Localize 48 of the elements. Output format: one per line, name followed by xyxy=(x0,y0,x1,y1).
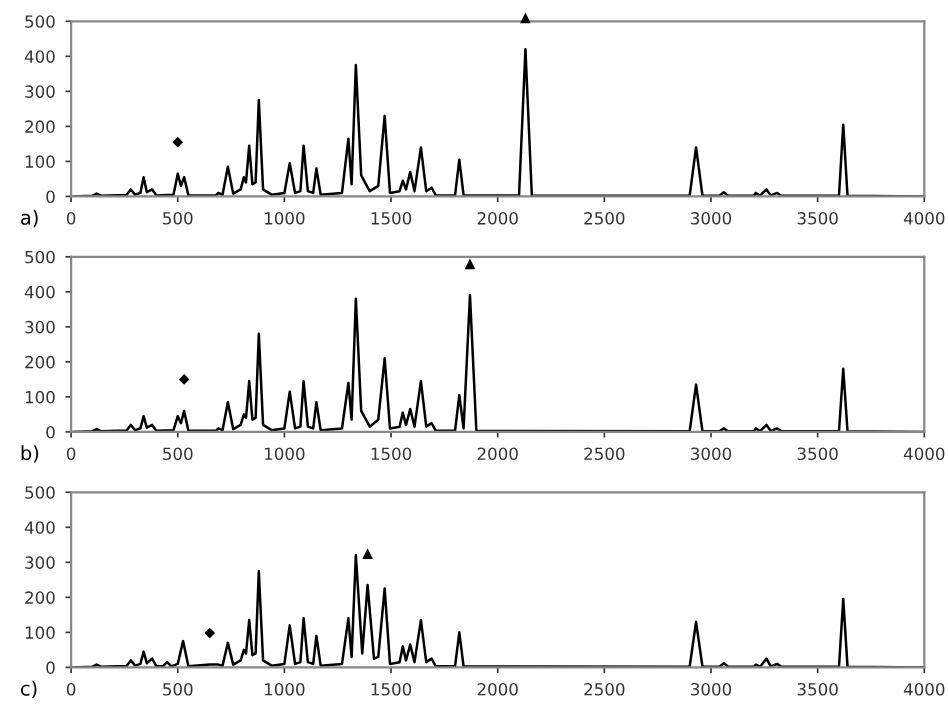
y-tick-label: 300 xyxy=(25,556,55,569)
x-tick-label: 2500 xyxy=(584,682,625,696)
x-tick-label: 1000 xyxy=(265,682,305,696)
x-tick-label: 4000 xyxy=(903,447,945,461)
x-tick-label: 3500 xyxy=(797,212,838,225)
x-tick-label: 2000 xyxy=(477,447,518,461)
x-tick-label: 3000 xyxy=(691,447,732,461)
x-tick-label: 4000 xyxy=(903,682,945,696)
x-tick-label: 1500 xyxy=(371,682,412,696)
y-tick-label: 500 xyxy=(25,250,55,264)
y-tick-label: 500 xyxy=(25,15,55,28)
y-tick-label: 0 xyxy=(46,190,55,203)
x-tick-label: 0 xyxy=(66,447,76,461)
y-tick-label: 300 xyxy=(25,85,55,98)
y-tick-label: 0 xyxy=(46,661,55,674)
x-tick-label: 1000 xyxy=(265,447,305,461)
y-tick-label: 400 xyxy=(24,50,55,63)
x-tick-label: 0 xyxy=(66,682,76,696)
y-tick-label: 400 xyxy=(24,285,55,299)
y-tick-label: 0 xyxy=(46,425,55,439)
x-tick-label: 2500 xyxy=(584,447,625,461)
x-tick-label: 3500 xyxy=(797,447,838,461)
y-tick-label: 100 xyxy=(25,390,55,404)
x-tick-label: 0 xyxy=(66,212,76,225)
y-tick-label: 400 xyxy=(24,521,55,534)
y-tick-label: 200 xyxy=(25,120,55,133)
x-tick-label: 1500 xyxy=(371,447,412,461)
y-tick-label: 500 xyxy=(25,486,55,499)
x-tick-label: 2000 xyxy=(477,212,518,225)
y-tick-label: 100 xyxy=(25,155,55,168)
x-tick-label: 4000 xyxy=(903,212,945,225)
x-tick-label: 500 xyxy=(163,682,193,696)
y-tick-label: 200 xyxy=(25,355,55,369)
text: a) xyxy=(21,209,38,228)
x-tick-label: 500 xyxy=(163,212,193,225)
x-tick-label: 3000 xyxy=(691,212,732,225)
text: b) xyxy=(21,445,39,463)
text: c) xyxy=(20,680,37,699)
x-tick-label: 3500 xyxy=(797,682,838,696)
x-tick-label: 1000 xyxy=(265,212,305,225)
x-tick-label: 2000 xyxy=(477,682,518,696)
y-tick-label: 300 xyxy=(25,320,55,334)
y-tick-label: 200 xyxy=(25,591,55,604)
x-tick-label: 500 xyxy=(163,447,193,461)
x-tick-label: 2500 xyxy=(584,212,625,225)
y-tick-label: 100 xyxy=(25,626,55,639)
x-tick-label: 1500 xyxy=(371,212,412,225)
x-tick-label: 3000 xyxy=(691,682,732,696)
